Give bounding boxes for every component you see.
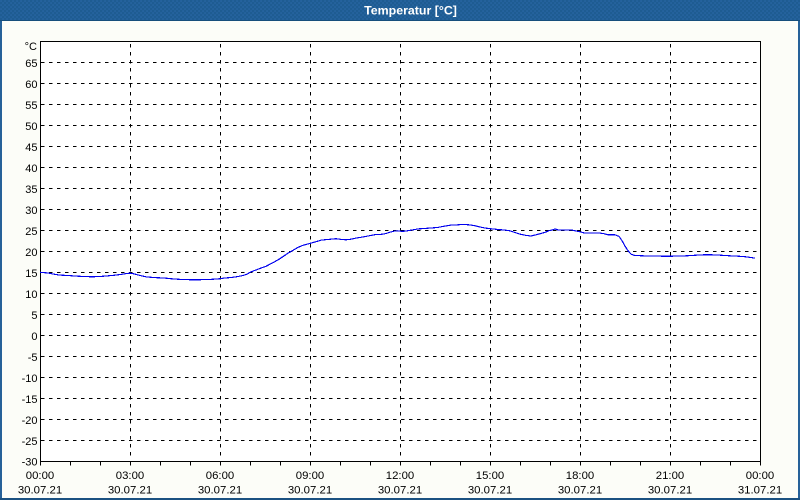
svg-text:09:00: 09:00 (296, 470, 324, 482)
svg-text:45: 45 (25, 142, 37, 154)
svg-text:00:00: 00:00 (746, 470, 774, 482)
svg-text:30.07.21: 30.07.21 (198, 485, 242, 497)
svg-text:65: 65 (25, 58, 37, 70)
svg-text:°C: °C (25, 41, 37, 53)
svg-text:10: 10 (25, 289, 37, 301)
svg-text:60: 60 (25, 79, 37, 91)
svg-text:30.07.21: 30.07.21 (18, 485, 62, 497)
svg-text:30.07.21: 30.07.21 (288, 485, 332, 497)
svg-text:-20: -20 (22, 415, 38, 427)
svg-text:00:00: 00:00 (26, 470, 54, 482)
svg-text:18:00: 18:00 (566, 470, 594, 482)
svg-text:25: 25 (25, 226, 37, 238)
svg-text:15: 15 (25, 268, 37, 280)
svg-text:30: 30 (25, 205, 37, 217)
svg-text:30.07.21: 30.07.21 (648, 485, 692, 497)
svg-text:-30: -30 (22, 456, 38, 468)
svg-text:15:00: 15:00 (476, 470, 504, 482)
svg-text:06:00: 06:00 (206, 470, 234, 482)
svg-text:21:00: 21:00 (656, 470, 684, 482)
svg-text:31.07.21: 31.07.21 (738, 485, 782, 497)
svg-text:30.07.21: 30.07.21 (558, 485, 602, 497)
svg-text:12:00: 12:00 (386, 470, 414, 482)
svg-text:30.07.21: 30.07.21 (108, 485, 152, 497)
svg-text:30.07.21: 30.07.21 (378, 485, 422, 497)
svg-text:20: 20 (25, 247, 37, 259)
svg-text:5: 5 (31, 310, 37, 322)
svg-text:50: 50 (25, 121, 37, 133)
svg-text:35: 35 (25, 184, 37, 196)
svg-text:30.07.21: 30.07.21 (468, 485, 512, 497)
svg-text:03:00: 03:00 (116, 470, 144, 482)
svg-text:0: 0 (31, 331, 37, 343)
svg-text:40: 40 (25, 163, 37, 175)
svg-text:-5: -5 (28, 352, 38, 364)
svg-text:-10: -10 (22, 373, 38, 385)
svg-text:55: 55 (25, 100, 37, 112)
svg-text:-15: -15 (22, 394, 38, 406)
svg-text:-25: -25 (22, 436, 38, 448)
svg-text:Temperatur [°C]: Temperatur [°C] (364, 3, 457, 17)
